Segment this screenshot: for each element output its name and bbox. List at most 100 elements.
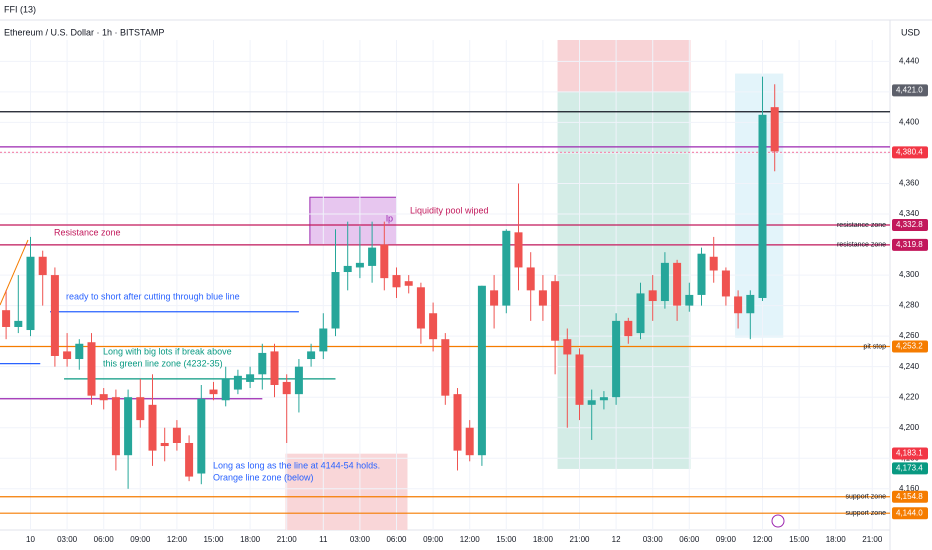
price-tag [892,219,928,232]
y-tick-label: 4,360 [899,179,920,188]
candle-body [197,398,206,474]
price-tag [892,238,928,251]
candle-body [368,247,377,266]
annotation: Liquidity pool wiped [410,205,489,215]
candle-body [282,381,291,395]
x-tick-label: 21:00 [569,535,590,544]
y-tick-label: 4,240 [899,362,920,371]
x-tick-label: 06:00 [679,535,700,544]
candle-body [307,351,316,360]
candle-body [673,262,682,306]
candle-body [2,310,11,327]
price-tag-label: 4,421.0 [896,85,923,94]
candle-body [111,397,120,456]
candle-body [14,320,23,327]
annotation: Long with big lots if break above [103,346,232,356]
candle-body [575,354,584,405]
candle-body [551,281,560,341]
candle-body [502,230,511,306]
price-tag-label: 4,319.8 [896,240,923,249]
price-tag-label: 4,173.4 [896,463,923,472]
candle-body [343,265,352,273]
level-tag: resistance zone [837,242,886,249]
annotation: Resistance zone [54,227,121,237]
candle-body [172,427,181,443]
x-tick-label: 03:00 [643,535,664,544]
x-tick-label: 09:00 [423,535,444,544]
level-tag: resistance zone [837,222,886,229]
annotation: this green line zone (4232-35) [103,358,223,368]
candle-body [319,328,328,352]
candle-body [221,378,230,401]
price-tag [892,146,928,159]
level-tag: pit stop [863,343,886,350]
y-tick-label: 4,280 [899,301,920,310]
candle-body [514,232,523,268]
candle-body [258,352,267,375]
plot [0,76,890,514]
candle-body [246,374,255,382]
candle-body [709,256,718,271]
candle-body [685,294,694,306]
x-tick-label: 12:00 [460,535,481,544]
x-tick-label: 06:00 [94,535,115,544]
candle-body [563,339,572,355]
candle-body [746,294,755,314]
annotation: Orange line zone (below) [213,472,314,482]
candle-body [465,427,474,456]
candle-body [63,351,72,360]
candle-body [160,442,169,447]
candle-body [148,404,157,451]
y-tick-label: 4,440 [899,56,920,65]
x-tick-label: 09:00 [130,535,151,544]
price-tag [892,490,928,503]
level-tag: support zone [846,494,887,501]
x-tick-label: 15:00 [496,535,517,544]
y-tick-label: 4,400 [899,118,920,127]
y-tick-label: 4,340 [899,209,920,218]
candle-body [355,262,364,268]
candle-body [734,296,743,314]
candle-body [697,253,706,295]
price-tag-label: 4,154.8 [896,492,923,501]
price-tag-label: 4,253.2 [896,342,923,351]
replay-icon[interactable] [771,514,785,528]
x-tick-label: 10 [26,535,35,544]
candle-body [124,397,133,456]
y-tick-label: 4,300 [899,270,920,279]
zone [285,453,408,530]
candle-body [233,375,242,390]
x-tick-label: 11 [319,535,328,544]
candle-body [185,442,194,477]
price-tag-label: 4,183.1 [896,449,923,458]
price-tag-label: 4,380.4 [896,147,923,156]
candle-body [331,272,340,329]
zone [557,91,691,469]
candle-body [490,290,499,306]
candle-body [526,267,535,291]
x-tick-label: 18:00 [533,535,554,544]
y-tick-label: 4,160 [899,484,920,493]
price-tag [892,462,928,475]
price-tag [892,507,928,520]
candle-body [136,397,145,421]
x-tick-label: 12:00 [752,535,773,544]
candle-body [87,342,96,396]
candle-body [636,293,645,334]
candle-body [209,389,218,395]
annotation: Long as long as the line at 4144-54 hold… [213,460,380,470]
x-tick-label: 03:00 [57,535,78,544]
x-tick-label: 18:00 [240,535,261,544]
candle-body [392,275,401,288]
candle-body [758,114,767,298]
chart-title: Ethereum / U.S. Dollar · 1h · BITSTAMP [4,27,164,37]
candle-body [380,244,389,279]
x-tick-label: 06:00 [386,535,407,544]
y-tick-label: 4,200 [899,423,920,432]
level-tag: support zone [846,510,887,517]
candle-body [538,290,547,306]
x-tick-label: 21:00 [862,535,883,544]
price-tag-label: 4,144.0 [896,508,923,517]
zone [309,196,398,246]
